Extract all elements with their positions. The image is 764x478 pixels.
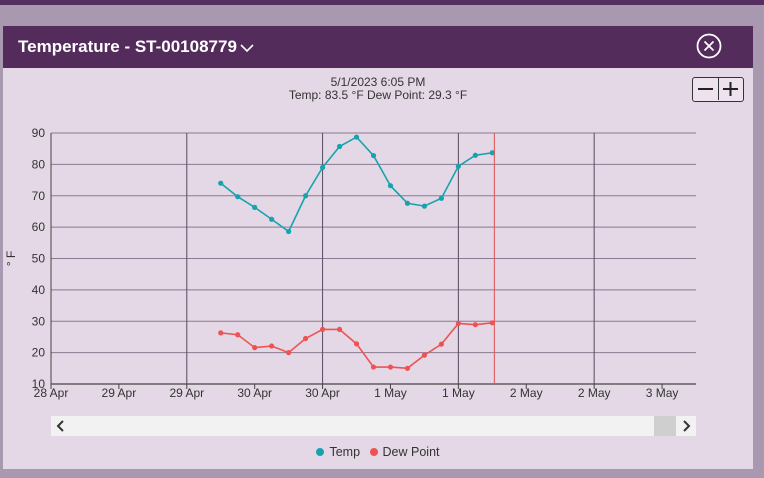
data-point-dew-point: [336, 326, 343, 333]
data-point-dew-point: [269, 343, 275, 349]
data-point-temp: [370, 152, 377, 159]
data-point-dew-point: [489, 320, 495, 326]
legend-item-temp[interactable]: Temp: [316, 445, 360, 459]
y-tick-label: 50: [32, 252, 46, 266]
y-tick-label: 90: [32, 126, 46, 140]
data-point-dew-point: [455, 320, 461, 327]
top-strip: [0, 0, 764, 5]
chart-legend: Temp Dew Point: [3, 445, 753, 459]
horizontal-scrollbar[interactable]: [51, 416, 696, 436]
data-point-temp: [472, 152, 478, 158]
hover-date: 5/1/2023 6:05 PM: [330, 75, 426, 89]
data-point-dew-point: [438, 341, 444, 347]
scroll-right-icon[interactable]: [676, 416, 696, 436]
x-tick-label: 29 Apr: [102, 386, 137, 400]
temperature-chart: 10 20 30 40 50 60 70 80 90 28 Apr 29 Apr 29 Apr 30 A…: [4, 126, 696, 400]
hover-values: Temp: 83.5 °F Dew Point: 29.3 °F: [288, 88, 468, 102]
scroll-left-icon[interactable]: [51, 416, 71, 436]
x-tick-label: 28 Apr: [34, 386, 69, 400]
x-tick-label: 3 May: [646, 386, 679, 400]
y-tick-label: 40: [32, 283, 46, 297]
legend-item-dew-point[interactable]: Dew Point: [369, 445, 440, 459]
data-point-temp: [252, 204, 258, 210]
legend-dot-dew-point: [369, 448, 378, 456]
data-point-temp: [421, 203, 428, 209]
data-point-temp: [336, 143, 343, 150]
x-tick-label: 29 Apr: [169, 386, 204, 400]
y-tick-label: 10: [32, 377, 46, 391]
data-point-temp: [218, 180, 224, 186]
y-tick-label: 70: [32, 189, 46, 203]
x-tick-label: 1 May: [374, 386, 407, 400]
data-point-temp: [235, 194, 241, 200]
hover-readout: 5/1/2023 6:05 PM Temp: 83.5 °F Dew Point…: [3, 76, 753, 102]
data-point-dew-point: [218, 330, 224, 336]
data-point-dew-point: [353, 341, 360, 347]
y-axis-label: ° F: [4, 251, 18, 266]
data-point-dew-point: [235, 332, 241, 338]
panel-title[interactable]: Temperature - ST-00108779: [18, 37, 237, 56]
temperature-panel: Temperature - ST-00108779 5/1/2023 6:05 …: [3, 26, 753, 469]
legend-label-dew-point: Dew Point: [382, 445, 440, 459]
data-point-temp: [489, 150, 495, 156]
panel-header: Temperature - ST-00108779: [3, 26, 753, 68]
data-point-dew-point: [421, 352, 428, 358]
chevron-down-icon[interactable]: [240, 41, 254, 55]
data-point-temp: [319, 164, 326, 171]
data-point-temp: [387, 183, 394, 189]
data-point-dew-point: [319, 326, 326, 333]
data-point-dew-point: [252, 345, 258, 351]
data-point-temp: [438, 195, 444, 201]
zoom-in-button[interactable]: [718, 78, 743, 100]
legend-dot-temp: [316, 448, 325, 456]
data-point-temp: [303, 193, 309, 199]
data-point-dew-point: [472, 322, 478, 328]
data-point-dew-point: [303, 335, 309, 342]
data-point-dew-point: [370, 364, 377, 370]
data-point-dew-point: [286, 350, 292, 356]
data-point-temp: [269, 216, 275, 222]
y-tick-label: 20: [32, 346, 46, 360]
series-line-temp: [220, 136, 493, 233]
data-point-temp: [286, 228, 292, 235]
x-tick-label: 30 Apr: [305, 386, 340, 400]
y-tick-label: 80: [32, 157, 46, 171]
y-tick-label: 60: [32, 220, 46, 234]
x-tick-label: 2 May: [510, 386, 543, 400]
data-point-temp: [455, 163, 461, 169]
x-tick-label: 1 May: [442, 386, 475, 400]
data-point-temp: [404, 200, 411, 206]
data-point-dew-point: [387, 364, 394, 370]
data-point-temp: [353, 134, 360, 140]
data-point-dew-point: [404, 365, 411, 371]
legend-label-temp: Temp: [329, 445, 361, 459]
y-tick-label: 30: [32, 314, 46, 328]
zoom-controls: [692, 77, 744, 102]
x-tick-label: 2 May: [578, 386, 611, 400]
x-tick-label: 30 Apr: [237, 386, 272, 400]
zoom-out-button[interactable]: [693, 78, 719, 100]
close-icon[interactable]: [696, 33, 722, 59]
scrollbar-thumb[interactable]: [654, 416, 676, 436]
